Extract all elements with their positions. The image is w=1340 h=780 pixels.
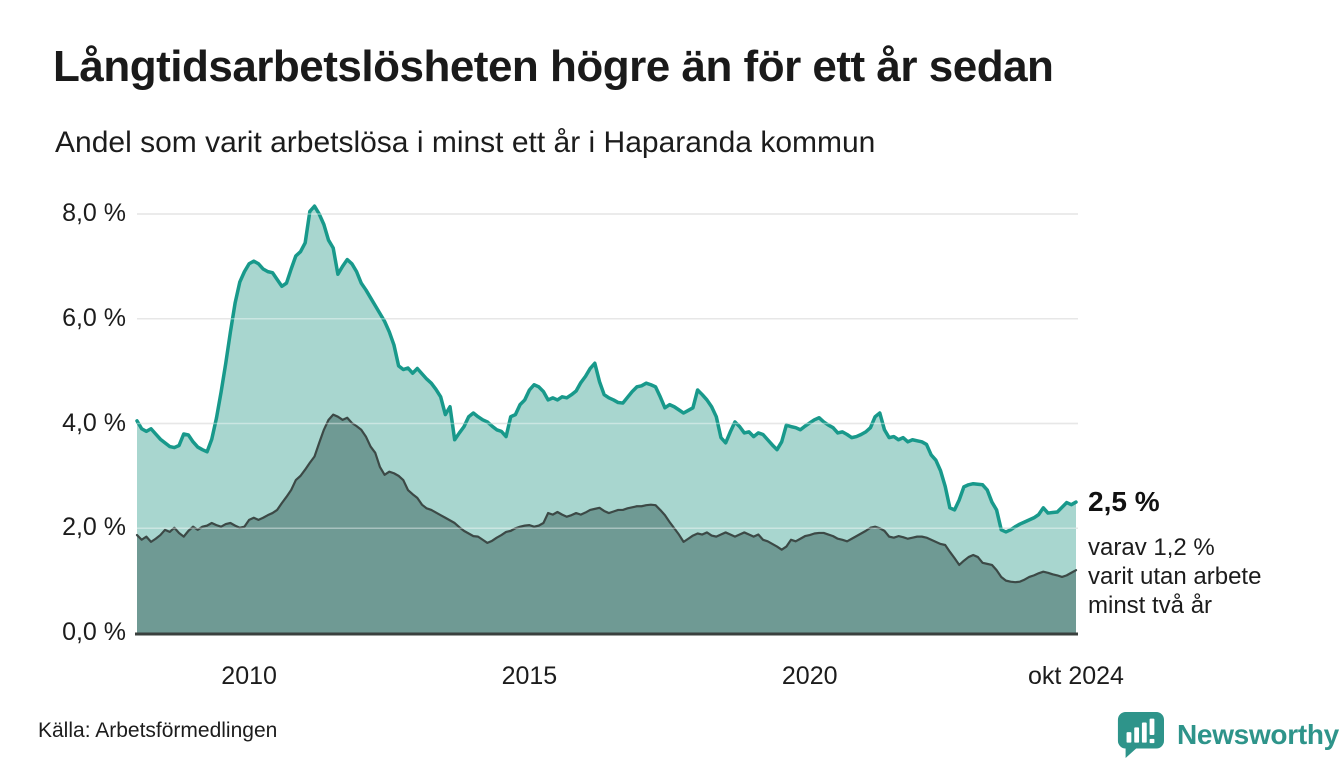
area-unemployed-two-years bbox=[137, 414, 1076, 633]
annotation-line: varit utan arbete bbox=[1088, 563, 1262, 590]
page-subtitle: Andel som varit arbetslösa i minst ett å… bbox=[55, 126, 876, 159]
line-unemployed-one-year bbox=[135, 204, 1078, 534]
page-title: Långtidsarbetslösheten högre än för ett … bbox=[53, 42, 1054, 91]
x-tick-label: 2010 bbox=[221, 662, 277, 690]
y-tick-label: 8,0 % bbox=[62, 199, 126, 227]
y-tick-label: 6,0 % bbox=[62, 303, 126, 332]
newsworthy-bubble-chart-icon bbox=[1117, 711, 1164, 759]
newsworthy-logo: Newsworthy bbox=[1115, 711, 1339, 759]
latest-value-sublabel: varav 1,2 % varit utan arbete minst två år bbox=[1088, 533, 1261, 620]
x-tick-label: okt 2024 bbox=[1028, 662, 1124, 690]
source-note: Källa: Arbetsförmedlingen bbox=[38, 719, 278, 742]
x-tick-label: 2020 bbox=[781, 662, 838, 690]
annotation-line: minst två år bbox=[1088, 592, 1213, 619]
y-tick-label: 2,0 % bbox=[62, 513, 126, 542]
line-unemployed-two-years bbox=[135, 413, 1078, 584]
y-tick-label: 4,0 % bbox=[62, 408, 126, 437]
y-tick-label: 0,0 % bbox=[62, 618, 126, 646]
annotation-line: varav 1,2 % bbox=[1088, 534, 1215, 561]
x-tick-label: 2015 bbox=[501, 662, 558, 690]
newsworthy-wordmark: Newsworthy bbox=[1177, 719, 1339, 750]
latest-value-label: 2,5 % bbox=[1088, 486, 1160, 518]
